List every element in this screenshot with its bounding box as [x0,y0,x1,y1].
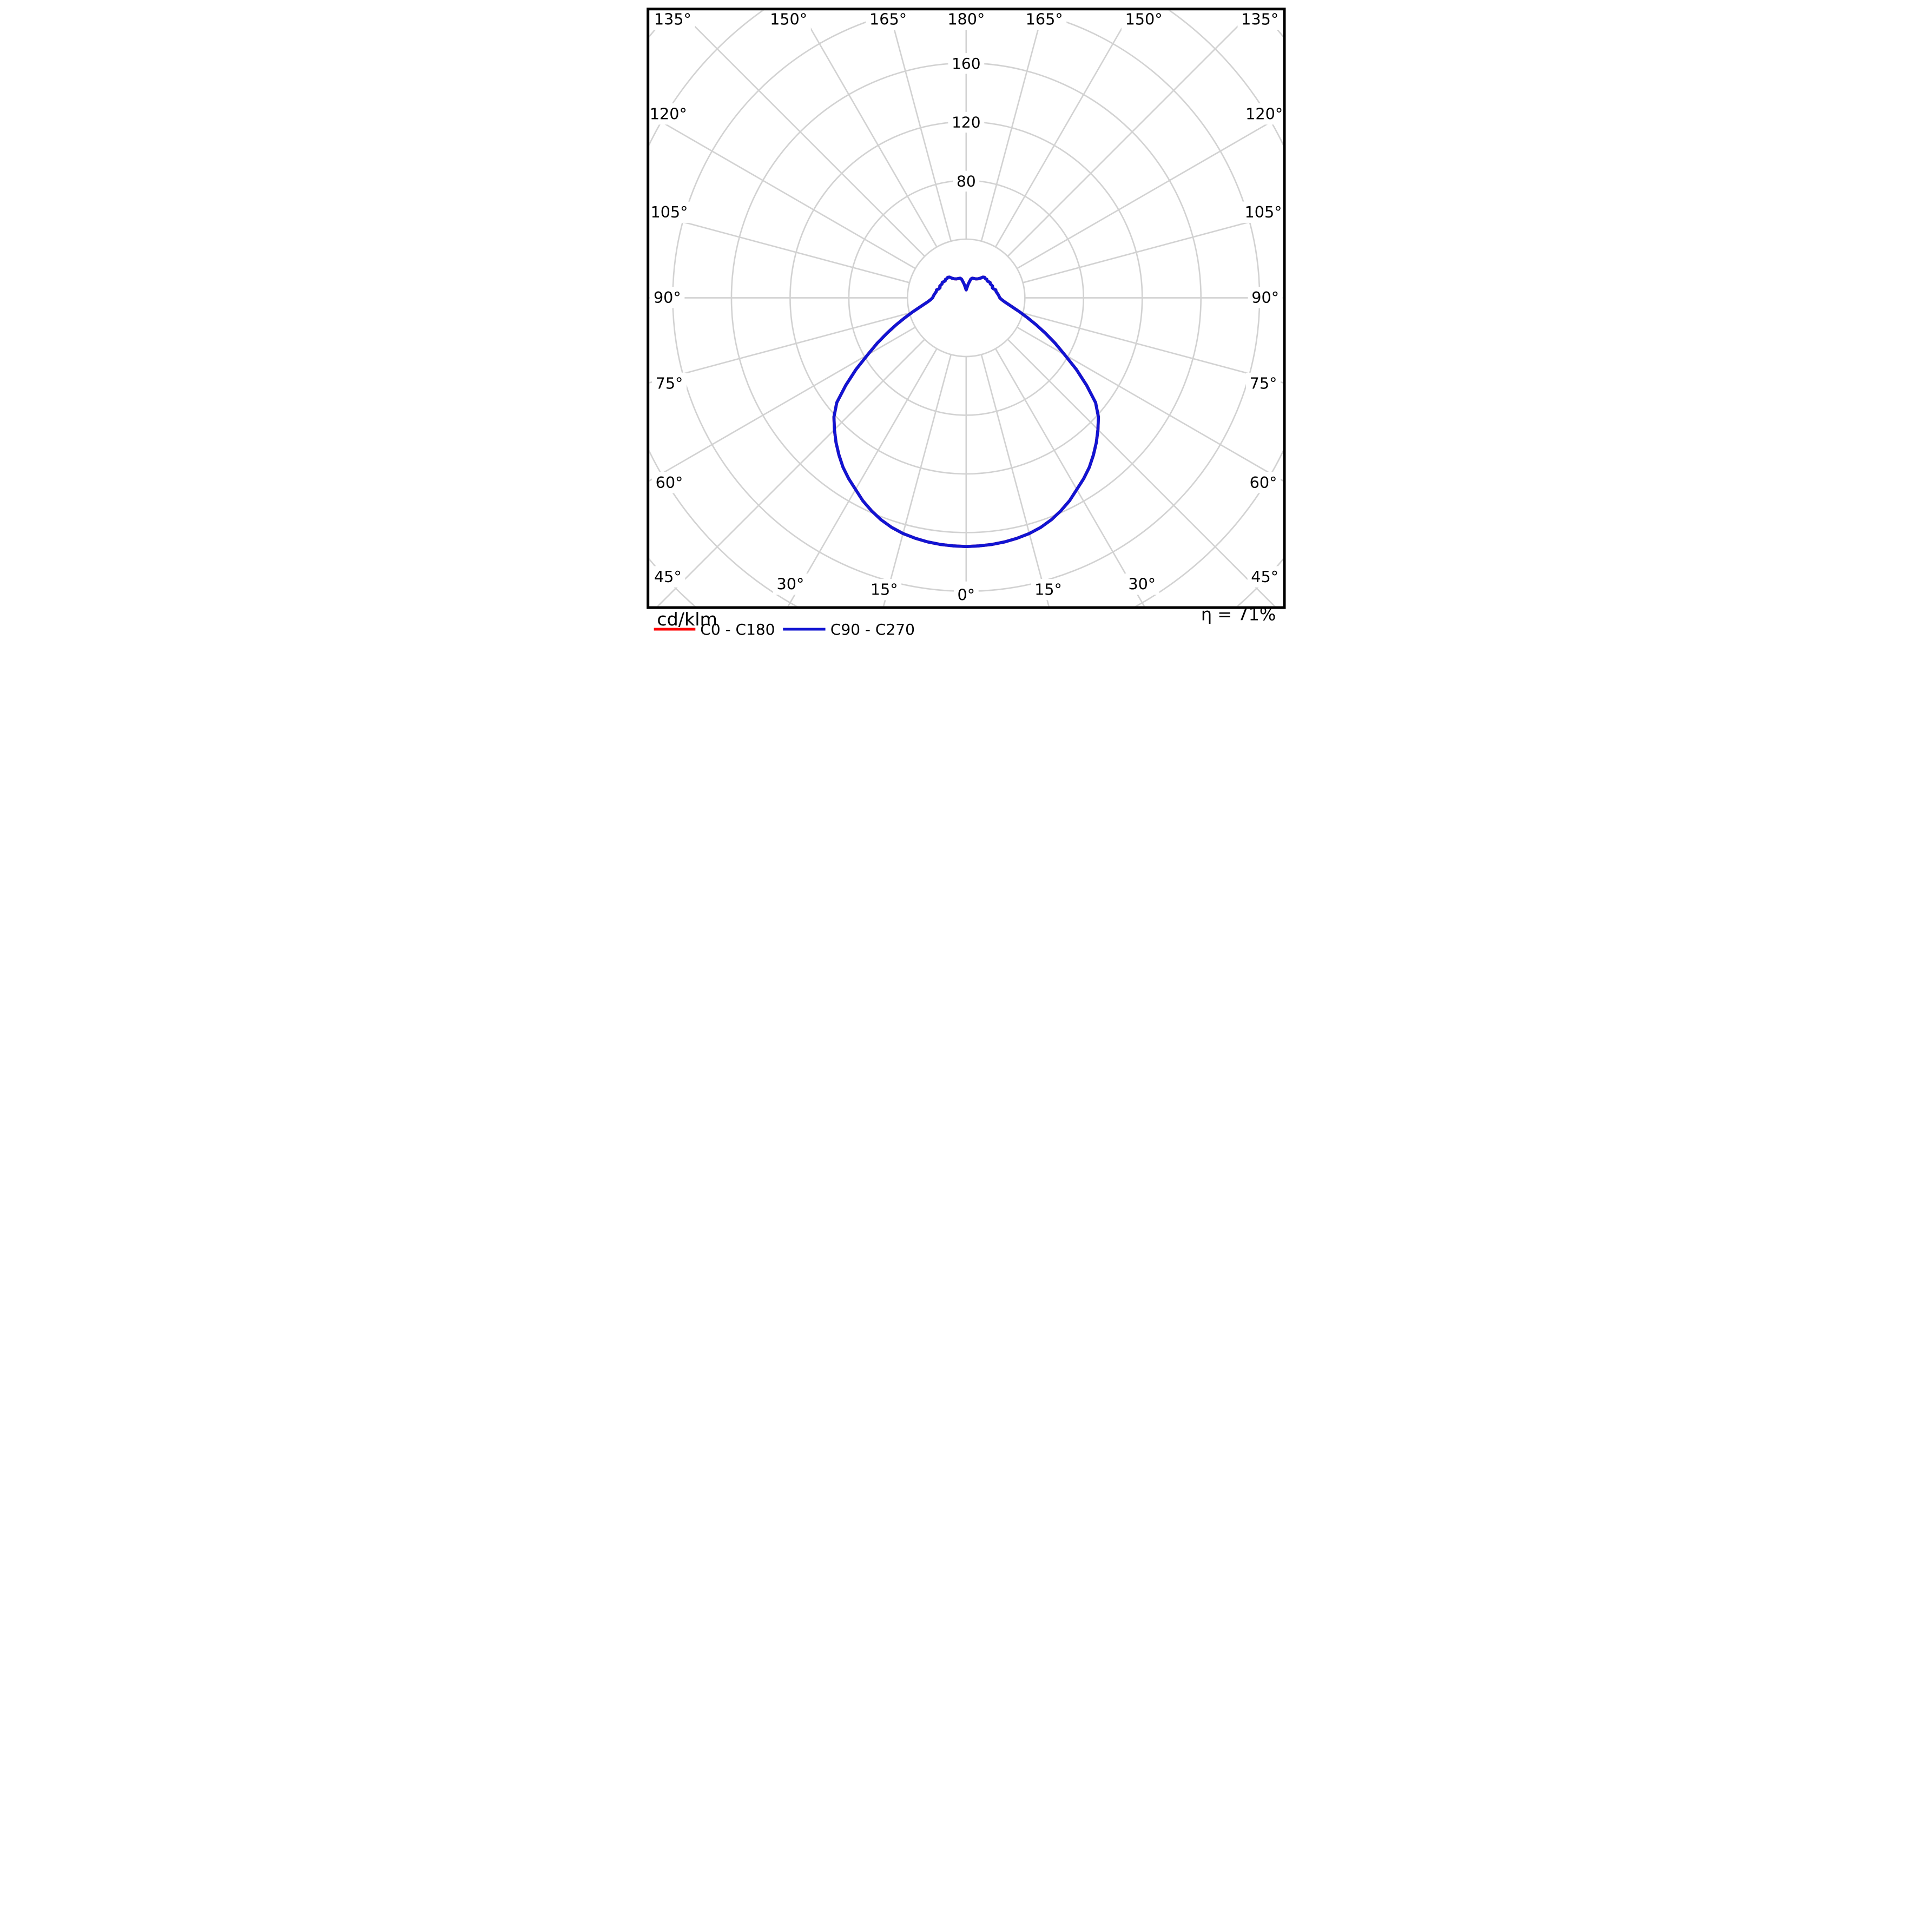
angle-label-10: 105° [1244,203,1282,221]
legend-label-c90-c270: C90 - C270 [830,621,914,638]
angle-label-17-backing [650,566,685,588]
angle-label-3-backing [944,8,988,30]
angle-label-7-backing [645,103,690,125]
angle-label-13-backing [651,372,687,394]
angle-label-0: 135° [654,10,691,28]
angle-label-19: 30° [776,575,804,594]
grid-ray-105 [1022,212,1283,283]
angle-label-22: 15° [1034,581,1062,599]
angle-label-4: 165° [1025,10,1063,28]
legend: C0 - C180 C90 - C270 [654,621,914,638]
angle-label-20-backing [1124,573,1159,595]
angle-label-11: 90° [653,288,681,307]
angle-label-23-backing [953,584,979,606]
angle-label-2: 165° [869,10,907,28]
plot-frame [646,8,1286,609]
angle-label-16: 60° [1249,473,1277,492]
angle-label-0-backing [650,8,695,30]
angle-label-1: 150° [770,10,807,28]
curve-c90-c270 [832,275,1100,548]
angle-label-4-backing [1021,8,1066,30]
angle-label-9: 105° [650,203,688,221]
unit-label: cd/klm [657,609,717,630]
polar-photometric-chart: 135° 150° 165° 180° 165° 150° 135° 120° 120° 105°… [644,0,1288,644]
intensity-curves [832,275,1100,548]
angle-label-19-backing [773,573,808,595]
grid-ray-75 [1022,312,1283,384]
angle-label-8-backing [1242,103,1287,125]
angle-label-12-backing [1248,287,1283,308]
angle-label-11-backing [649,287,684,308]
angle-label-9-backing [647,201,691,223]
angle-label-3: 180° [947,10,985,28]
legend-label-c0-c180: C0 - C180 [700,621,775,638]
angle-label-17: 45° [654,568,681,586]
radial-tick-label-2: 80 [957,172,976,190]
angle-label-14: 75° [1249,374,1277,392]
angle-label-10-backing [1241,201,1285,223]
efficiency-value: η = 71% [1201,604,1276,625]
grid-ray-285 [649,312,909,384]
grid-ray-165 [980,10,1044,242]
grid-ray-255 [649,212,909,283]
angle-label-21: 15° [870,581,898,599]
angle-label-14-backing [1245,372,1281,394]
angle-label-2-backing [865,8,911,30]
angle-label-18-backing [1247,566,1282,588]
angle-label-6-backing [1237,8,1282,30]
radial-tick-label-2-backing [952,170,979,192]
angle-label-6: 135° [1241,10,1278,28]
angle-label-8: 120° [1245,105,1283,123]
axis-labels: 135° 150° 165° 180° 165° 150° 135° 120° 120° 105°… [645,8,1287,606]
angle-label-13: 75° [655,374,683,392]
angle-label-12: 90° [1251,288,1279,307]
radial-tick-label-0-backing [947,53,984,74]
angle-label-5: 150° [1125,10,1162,28]
grid-ray-120 [1016,114,1283,269]
angle-label-5-backing [1121,8,1166,30]
grid-ray-15 [980,354,1050,606]
grid-ray-30 [994,348,1145,606]
grid-ray-60 [1016,326,1283,482]
grid-ray-150 [994,10,1133,248]
grid-ray-345 [882,354,952,606]
radial-tick-label-0: 160 [952,55,980,72]
angle-label-7: 120° [649,105,687,123]
grid-ray-210 [799,10,938,248]
angle-label-15-backing [651,472,687,493]
angle-label-18: 45° [1251,568,1278,586]
radial-tick-label-1: 120 [952,113,980,131]
angle-label-16-backing [1245,472,1281,493]
grid-ray-195 [888,10,952,242]
angle-label-1-backing [766,8,811,30]
angle-label-15: 60° [655,473,683,492]
angle-label-23: 0° [957,586,975,604]
photometric-diagram-page: 135° 150° 165° 180° 165° 150° 135° 120° 120° 105°… [644,0,1288,644]
grid-ray-330 [787,348,938,606]
angle-label-20: 30° [1128,575,1156,594]
grid-ray-300 [649,326,916,482]
radial-tick-label-1-backing [947,111,984,133]
angle-label-22-backing [1030,579,1066,601]
angle-label-21-backing [866,579,901,601]
grid-ray-240 [649,114,916,269]
